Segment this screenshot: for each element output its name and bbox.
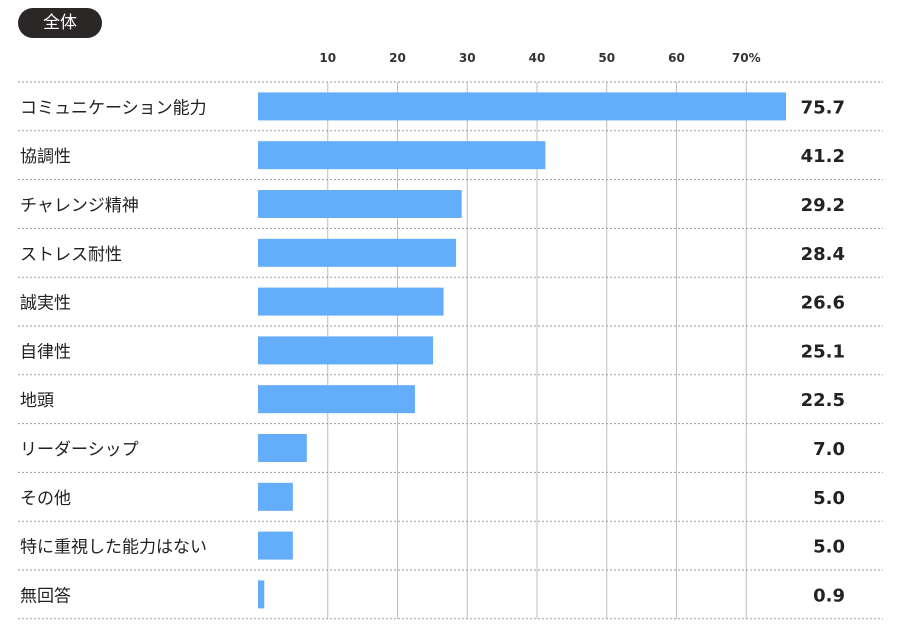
value-label: 22.5 (801, 390, 845, 411)
category-label: 誠実性 (20, 294, 71, 314)
category-label: 自律性 (20, 342, 71, 362)
x-tick-label: 70% (732, 51, 761, 65)
bar (258, 141, 546, 170)
bar (258, 336, 434, 365)
bars (258, 92, 786, 609)
x-tick-label: 10 (319, 51, 336, 65)
x-tick-label: 60 (668, 51, 685, 65)
value-label: 41.2 (801, 146, 845, 167)
category-label: リーダーシップ (20, 440, 139, 460)
x-tick-label: 40 (529, 51, 546, 65)
value-label: 7.0 (813, 439, 845, 460)
value-label: 5.0 (813, 537, 845, 558)
bar (258, 287, 444, 316)
category-label: 無回答 (20, 586, 71, 606)
category-label: チャレンジ精神 (20, 196, 139, 216)
category-label: 特に重視した能力はない (20, 538, 207, 558)
value-label: 26.6 (801, 293, 845, 314)
bar (258, 385, 415, 414)
category-label: その他 (20, 489, 71, 509)
category-labels: コミュニケーション能力協調性チャレンジ精神ストレス耐性誠実性自律性地頭リーダーシ… (20, 98, 207, 606)
category-label: 地頭 (20, 391, 54, 411)
row-separators (18, 81, 883, 620)
bar (258, 531, 293, 560)
overall-badge: 全体 (18, 8, 102, 38)
category-label: 協調性 (20, 147, 71, 167)
x-tick-label: 50 (598, 51, 615, 65)
value-label: 25.1 (801, 341, 845, 362)
value-label: 75.7 (801, 97, 845, 118)
bar (258, 580, 265, 609)
x-tick-label: 30 (459, 51, 476, 65)
category-label: コミュニケーション能力 (20, 98, 207, 118)
bar (258, 434, 307, 462)
bar (258, 482, 293, 511)
x-tick-label: 20 (389, 51, 406, 65)
value-label: 29.2 (801, 195, 845, 216)
bar (258, 190, 462, 218)
value-labels: 75.7 41.2 29.2 28.4 26.6 25.1 22.5 7.0 5.0 5.0 0.9 (801, 97, 845, 606)
value-label: 28.4 (801, 244, 845, 265)
value-label: 0.9 (813, 585, 845, 606)
bar (258, 92, 786, 121)
category-label: ストレス耐性 (20, 245, 122, 265)
value-label: 5.0 (813, 488, 845, 509)
x-axis-ticks: 10 20 30 40 50 60 70% (319, 51, 760, 65)
bar (258, 238, 457, 267)
